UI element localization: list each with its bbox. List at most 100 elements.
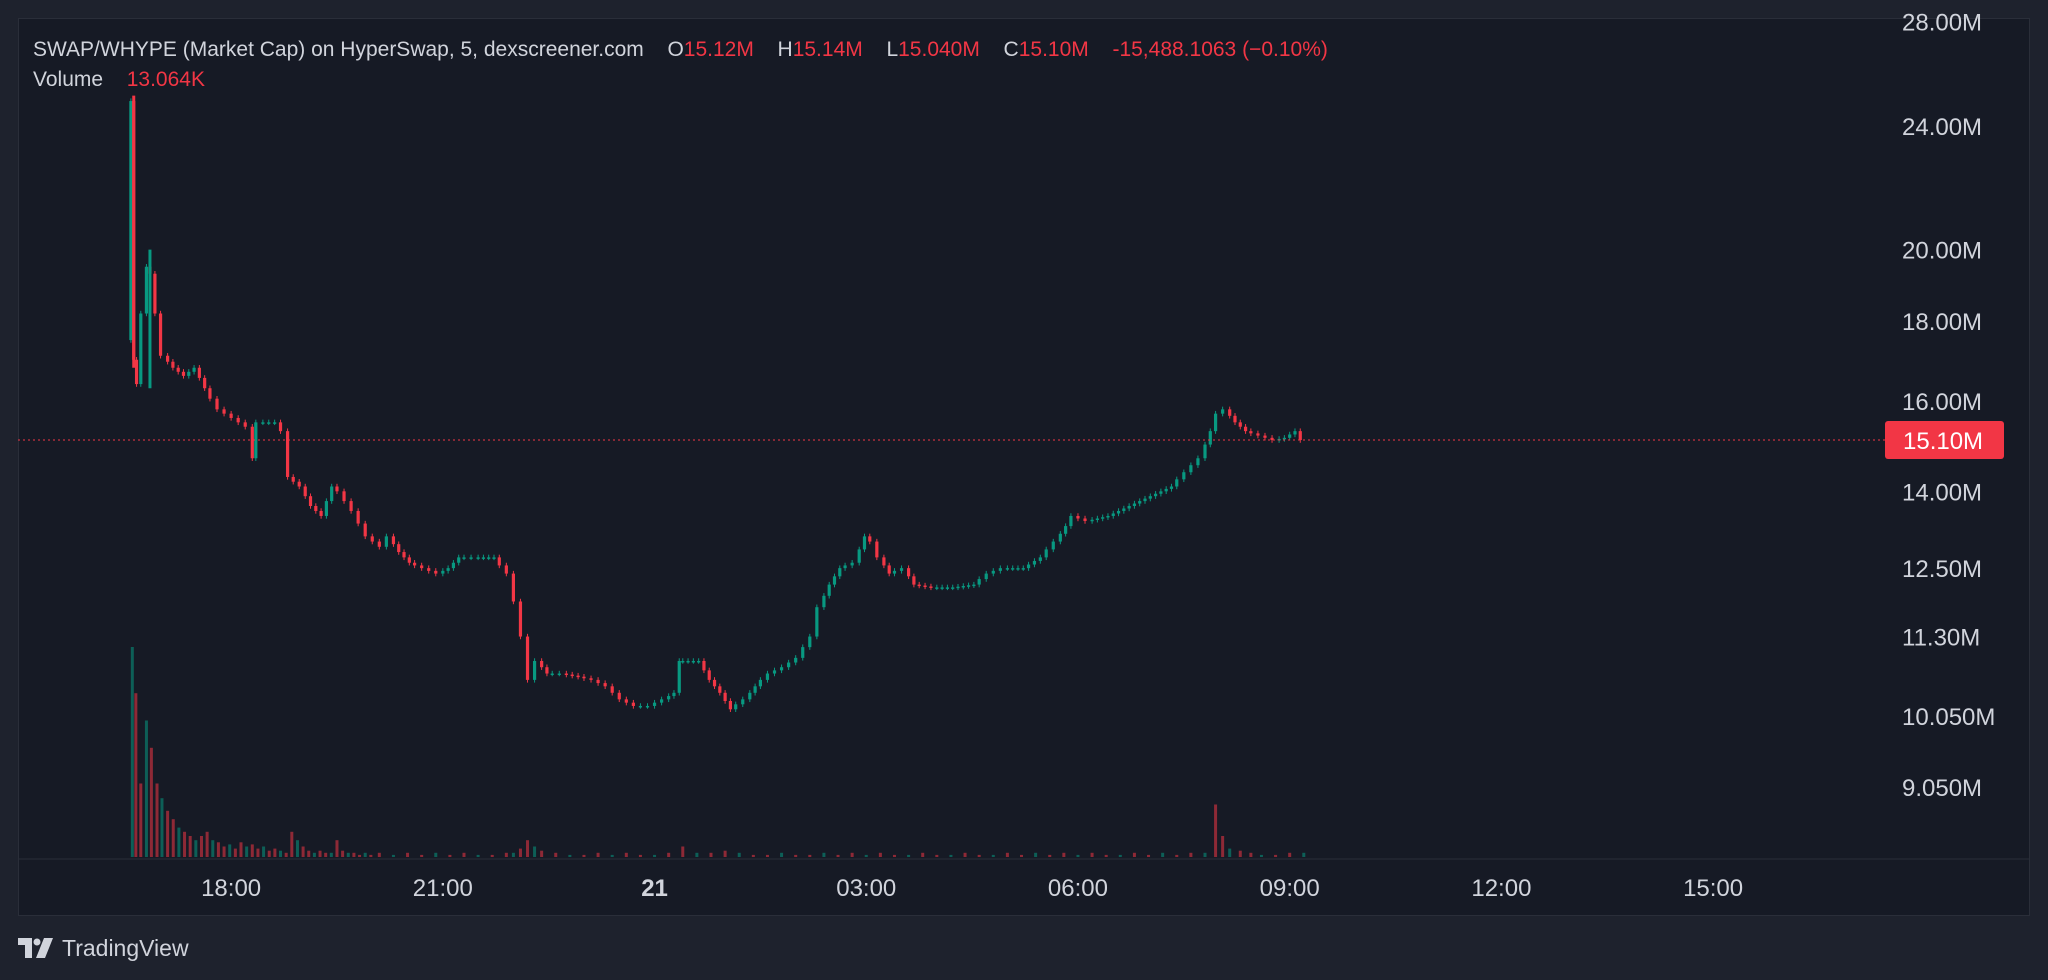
price-axis: 28.00M 24.00M 20.00M 18.00M 16.00M 14.00M 12.5…: [1902, 10, 1995, 803]
volume-bar: [194, 840, 198, 857]
candle-body: [319, 510, 323, 516]
volume-bar: [977, 854, 981, 857]
volume-bar: [568, 854, 572, 857]
candle-body: [451, 562, 456, 569]
volume-bar: [1020, 854, 1024, 857]
symbol-title[interactable]: SWAP/WHYPE (Market Cap) on HyperSwap, 5,…: [33, 38, 644, 61]
volume-bar: [352, 852, 356, 857]
candle-body: [712, 679, 717, 687]
volume-bar: [144, 720, 148, 857]
volume-bar: [205, 831, 209, 857]
candle-body: [370, 536, 374, 542]
candle-body: [1203, 444, 1207, 459]
volume-bar: [504, 852, 508, 857]
candle-body: [723, 692, 727, 701]
candle-body: [166, 355, 170, 362]
candle-body: [243, 422, 247, 427]
candle-body: [603, 683, 607, 687]
volume-bar: [921, 852, 925, 857]
volume-bar: [256, 848, 260, 857]
candle-body: [1122, 508, 1126, 511]
volume-bar: [171, 819, 175, 857]
candle-body: [1298, 431, 1302, 441]
candle-body: [1038, 557, 1042, 561]
volume-bar: [391, 854, 395, 857]
candle-body: [645, 705, 650, 708]
candle-body: [576, 675, 580, 678]
candle-body: [843, 565, 847, 569]
candle-body: [208, 388, 212, 399]
low-label: L: [886, 38, 899, 61]
candle-body: [984, 573, 988, 580]
candle-body: [1169, 486, 1174, 489]
volume-bar: [199, 836, 203, 857]
low-value: 15.040M: [898, 38, 980, 61]
candle-body: [1243, 426, 1248, 432]
volume-bar: [312, 852, 316, 857]
candle-body: [1189, 465, 1193, 473]
candle-body: [1213, 413, 1218, 432]
candle-body: [956, 586, 960, 589]
volume-bar: [864, 854, 868, 857]
candle-body: [144, 266, 149, 314]
candle-body: [413, 562, 417, 566]
candle-body: [349, 501, 353, 511]
candle-body: [923, 585, 927, 588]
candle-body: [779, 667, 784, 671]
candle-body: [487, 557, 491, 559]
price-tick-label: 11.30M: [1902, 625, 1980, 652]
volume-bar: [554, 852, 558, 857]
candle-body: [197, 367, 201, 378]
candle-body: [229, 413, 233, 418]
last-price-tag: 15.10M: [1885, 421, 2004, 460]
volume-bar: [462, 852, 466, 857]
candle-body: [899, 568, 904, 571]
volume-bar: [1175, 854, 1179, 857]
candle-body: [940, 587, 944, 589]
price-tick-label: 12.50M: [1902, 556, 1982, 583]
candle-body: [697, 660, 701, 663]
candle-body: [181, 371, 186, 376]
candle-body: [545, 667, 549, 674]
candle-body: [363, 523, 367, 537]
volume-bar: [262, 846, 266, 857]
candle-body: [1233, 415, 1237, 423]
volume-bar: [1104, 854, 1108, 857]
candle-body: [977, 579, 981, 585]
candle-body: [1069, 515, 1073, 527]
time-tick-label: 21:00: [413, 875, 473, 902]
volume-bar: [963, 852, 967, 857]
volume-bar: [250, 844, 254, 857]
candle-body: [707, 670, 711, 680]
candle-body: [631, 702, 635, 706]
candle-body: [718, 686, 722, 693]
candle-body: [624, 699, 628, 703]
volume-bar: [307, 850, 311, 857]
candle-body: [929, 586, 933, 588]
volume-bar: [596, 852, 600, 857]
open-label: O: [667, 38, 684, 61]
candle-body: [525, 636, 530, 680]
candle-body: [748, 692, 752, 700]
time-tick-label: 09:00: [1260, 875, 1320, 902]
volume-bar: [1259, 854, 1263, 857]
volume-bar: [267, 850, 271, 857]
price-tick-label: 9.050M: [1902, 775, 1982, 802]
volume-bar: [681, 846, 685, 857]
candle-body: [129, 101, 133, 341]
tradingview-brand[interactable]: TradingView: [18, 932, 189, 964]
candle-body: [838, 568, 842, 577]
candle-body: [868, 536, 872, 542]
candle-body: [1263, 435, 1267, 438]
candle-body: [787, 662, 791, 668]
volume-bar: [878, 852, 882, 857]
volume-bar: [155, 783, 159, 857]
volume-bar: [222, 846, 226, 857]
volume-value: 13.064K: [126, 68, 205, 91]
candle-body: [236, 417, 240, 423]
candle-body: [297, 481, 301, 487]
candle-body: [772, 670, 777, 674]
volume-bar: [1005, 852, 1009, 857]
candle-body: [652, 702, 657, 706]
